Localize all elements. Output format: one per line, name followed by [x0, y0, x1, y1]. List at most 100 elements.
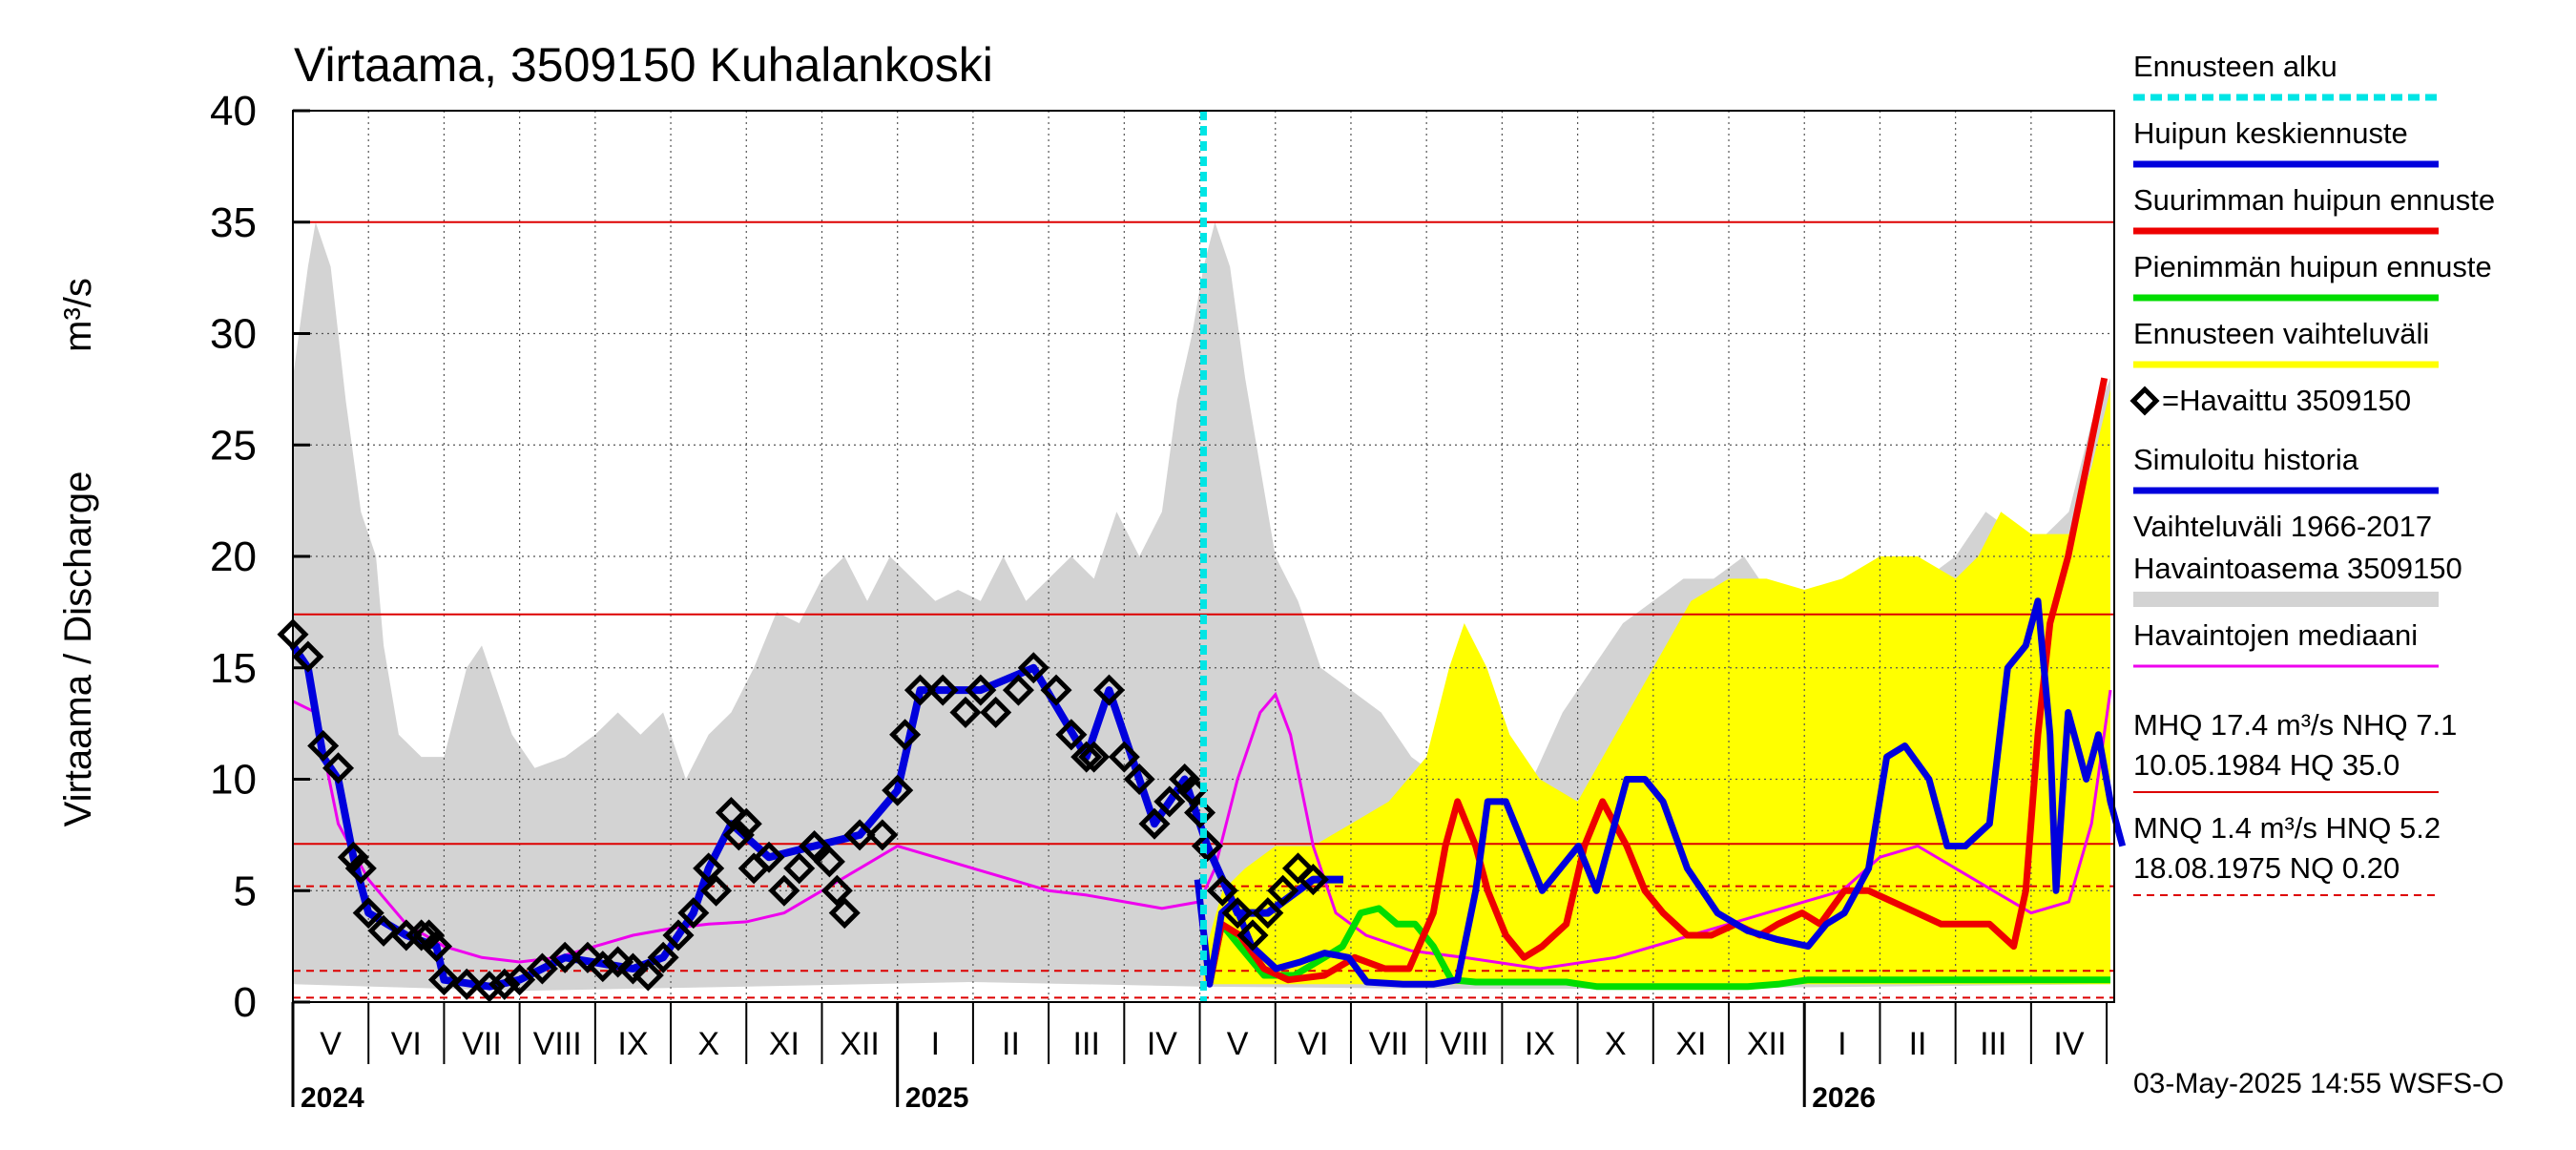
observed-point — [504, 964, 536, 996]
observed-point — [526, 952, 558, 985]
observed-point — [632, 959, 664, 992]
y-tick-label: 35 — [210, 199, 257, 246]
observed-point — [904, 674, 936, 706]
month-label: II — [1909, 1026, 1927, 1062]
legend-label-forecast-range: Ennusteen vaihteluväli — [2133, 317, 2429, 350]
month-label: V — [320, 1026, 342, 1062]
month-label: IX — [617, 1026, 648, 1062]
observed-point — [337, 841, 369, 873]
y-tick-label: 25 — [210, 422, 257, 469]
observed-point — [783, 852, 816, 885]
observed-point — [889, 719, 922, 751]
month-label: XI — [769, 1026, 800, 1062]
footer-timestamp: 03-May-2025 14:55 WSFS-O — [2133, 1068, 2504, 1099]
observed-point — [405, 919, 438, 951]
y-tick-label: 30 — [210, 311, 257, 358]
observed-point — [1267, 874, 1299, 907]
legend-label-simulated: Simuloitu historia — [2133, 443, 2359, 476]
observed-point — [1040, 674, 1072, 706]
observed-point — [413, 919, 446, 951]
observed-point — [949, 696, 982, 728]
observed-point — [1206, 874, 1238, 907]
observed-point — [1108, 741, 1140, 773]
observed-point — [980, 696, 1012, 728]
observed-point — [647, 941, 679, 973]
observed-point — [616, 952, 649, 985]
observed-point — [1169, 763, 1201, 796]
month-label: VII — [1369, 1026, 1409, 1062]
observed-point — [753, 841, 785, 873]
stats-line-1: MHQ 17.4 m³/s NHQ 7.1 — [2133, 708, 2457, 742]
observed-point — [1281, 852, 1315, 885]
observed-point — [1297, 864, 1329, 896]
observed-point — [307, 729, 340, 763]
observed-point — [662, 919, 695, 951]
month-label: X — [1605, 1026, 1627, 1062]
legend-label-hist-range-station: Havaintoasema 3509150 — [2133, 552, 2462, 585]
y-tick-label: 10 — [210, 757, 257, 804]
observed-point — [367, 914, 400, 947]
mean-forecast-line — [1194, 597, 2127, 988]
y-axis-unit: m³/s — [57, 278, 99, 352]
observed-point — [813, 846, 845, 878]
observed-point — [1236, 919, 1269, 951]
observed-point — [1092, 674, 1126, 706]
observed-point — [1184, 796, 1216, 829]
observed-point — [730, 807, 762, 840]
month-label: III — [1073, 1026, 1100, 1062]
observed-point — [715, 796, 747, 829]
observed-point — [693, 852, 725, 885]
observed-point — [1252, 897, 1284, 930]
observed-point — [965, 674, 997, 706]
y-tick-label: 5 — [234, 868, 257, 914]
observed-point — [799, 830, 831, 863]
chart-title: Virtaama, 3509150 Kuhalankoski — [294, 38, 993, 92]
legend-label-hist-range: Vaihteluväli 1966-2017 — [2133, 510, 2432, 543]
legend-swatch-observed — [2129, 386, 2160, 416]
min-forecast-line — [1206, 905, 2110, 991]
plot-area — [277, 110, 2127, 1003]
month-label: III — [1980, 1026, 2006, 1062]
stats-line-2: 10.05.1984 HQ 35.0 — [2133, 748, 2399, 782]
observed-point — [322, 752, 355, 784]
month-label: XII — [840, 1026, 880, 1062]
month-label: XI — [1675, 1026, 1706, 1062]
legend-label-min-forecast: Pienimmän huipun ennuste — [2133, 250, 2492, 283]
observed-point — [1002, 674, 1034, 706]
month-label: VI — [391, 1026, 422, 1062]
observed-point — [352, 897, 384, 930]
stats-line-3: MNQ 1.4 m³/s HNQ 5.2 — [2133, 811, 2441, 845]
observed-point — [473, 971, 506, 1003]
observed-point — [1017, 652, 1049, 684]
year-label: 2024 — [301, 1082, 364, 1114]
observed-point — [1078, 741, 1111, 773]
observed-point — [722, 819, 755, 851]
y-axis-label: Virtaama / Discharge — [57, 471, 99, 827]
month-label: IV — [2053, 1026, 2084, 1062]
observed-point — [866, 819, 899, 851]
month-label: VIII — [1440, 1026, 1488, 1062]
observed-point — [1191, 830, 1223, 863]
year-label: 2025 — [905, 1082, 969, 1114]
month-label: V — [1227, 1026, 1249, 1062]
y-tick-label: 40 — [210, 88, 257, 135]
observed-point — [843, 819, 876, 851]
y-tick-label: 20 — [210, 533, 257, 580]
legend-label-observed: =Havaittu 3509150 — [2162, 384, 2411, 417]
observed-point — [549, 941, 581, 973]
observed-point — [1123, 763, 1155, 796]
observed-point — [587, 951, 619, 983]
legend-label-max-forecast: Suurimman huipun ennuste — [2133, 183, 2495, 217]
observed-point — [1055, 719, 1088, 751]
legend-label-mean-forecast: Huipun keskiennuste — [2133, 116, 2408, 150]
observed-point — [1138, 807, 1171, 840]
month-label: I — [931, 1026, 940, 1062]
legend-label-median: Havaintojen mediaani — [2133, 618, 2418, 652]
observed-point — [450, 968, 483, 1000]
month-label: IX — [1525, 1026, 1555, 1062]
observed-point — [571, 941, 604, 973]
month-label: II — [1002, 1026, 1020, 1062]
observed-point — [926, 674, 959, 706]
